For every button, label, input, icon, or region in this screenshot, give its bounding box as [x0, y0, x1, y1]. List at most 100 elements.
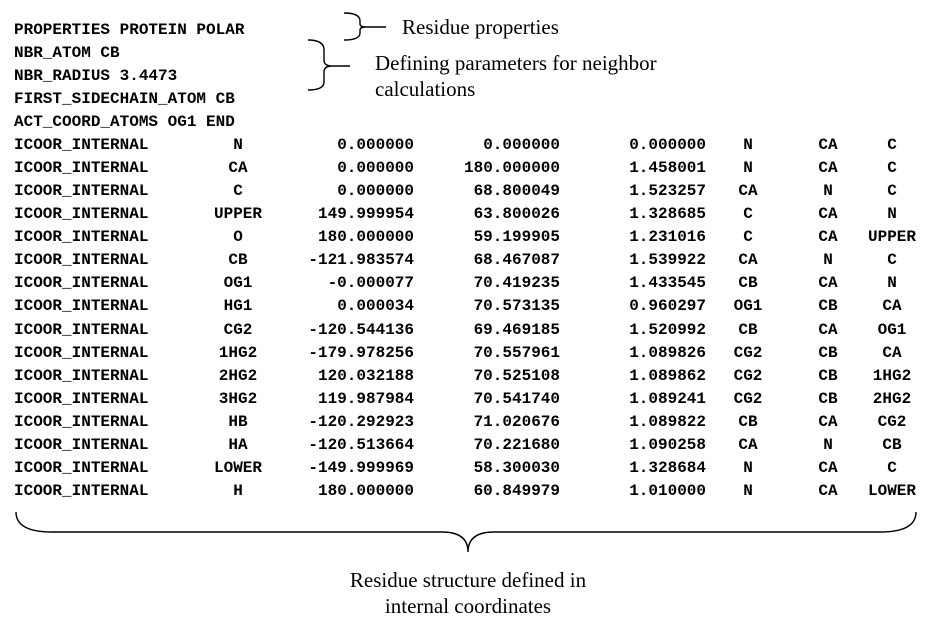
cell-stub1: CA	[738, 251, 758, 270]
cell-stub1: CB	[738, 274, 758, 293]
cell-distance: 1.458001	[629, 159, 706, 178]
cell-atom: OG1	[223, 274, 253, 293]
cell-atom: 3HG2	[218, 389, 258, 408]
cell-phi: 0.000034	[337, 297, 414, 316]
cell-atom: CG2	[223, 320, 253, 339]
cell-phi: 120.032188	[317, 366, 414, 385]
cell-stub2: CA	[818, 159, 838, 178]
cell-keyword: ICOOR_INTERNAL	[14, 205, 149, 224]
cell-stub2: CA	[818, 482, 838, 501]
cell-stub1: CG2	[733, 389, 763, 408]
cell-distance: 1.231016	[629, 228, 706, 247]
cell-stub2: CB	[818, 343, 838, 362]
cell-theta: 70.573135	[473, 297, 560, 316]
cell-stub3: CA	[882, 297, 902, 316]
cell-theta: 59.199905	[473, 228, 560, 247]
cell-keyword: ICOOR_INTERNAL	[14, 297, 149, 316]
cell-stub3: CG2	[877, 412, 907, 431]
cell-stub2: N	[823, 182, 833, 201]
cell-stub3: LOWER	[867, 482, 916, 501]
cell-keyword: ICOOR_INTERNAL	[14, 320, 149, 339]
label-neighbor-params-line1: Defining parameters for neighbor	[375, 51, 657, 75]
cell-keyword: ICOOR_INTERNAL	[14, 228, 149, 247]
cell-keyword: ICOOR_INTERNAL	[14, 182, 149, 201]
cell-stub2: N	[823, 435, 833, 454]
label-neighbor-params-line2: calculations	[375, 77, 476, 101]
cell-phi: 180.000000	[317, 482, 414, 501]
cell-distance: 1.089862	[629, 366, 706, 385]
cell-stub1: N	[743, 136, 753, 154]
cell-keyword: ICOOR_INTERNAL	[14, 136, 149, 154]
cell-theta: 69.469185	[473, 320, 560, 339]
cell-phi: -120.544136	[308, 320, 414, 339]
cell-distance: 1.328684	[629, 458, 706, 477]
cell-distance: 1.089241	[629, 389, 706, 408]
brace-residue-properties	[343, 12, 367, 41]
cell-theta: 63.800026	[473, 205, 560, 224]
cell-phi: -121.983574	[308, 251, 414, 270]
cell-phi: -149.999969	[308, 458, 414, 477]
cell-stub3: N	[887, 274, 897, 293]
cell-distance: 1.520992	[629, 320, 706, 339]
cell-stub1: OG1	[733, 297, 763, 316]
cell-stub3: C	[887, 458, 897, 477]
cell-keyword: ICOOR_INTERNAL	[14, 435, 149, 454]
cell-distance: 1.089826	[629, 343, 706, 362]
cell-theta: 70.541740	[473, 389, 560, 408]
cell-stub1: CB	[738, 320, 758, 339]
cell-distance: 0.960297	[629, 297, 706, 316]
cell-stub2: CB	[818, 297, 838, 316]
cell-atom: 2HG2	[218, 366, 258, 385]
cell-stub2: CB	[818, 366, 838, 385]
cell-stub3: C	[887, 136, 897, 154]
cell-atom: CB	[228, 251, 248, 270]
cell-theta: 0.000000	[483, 136, 560, 154]
header-line-act-coord: ACT_COORD_ATOMS OG1 END	[14, 113, 235, 131]
cell-atom: N	[233, 136, 243, 154]
cell-keyword: ICOOR_INTERNAL	[14, 159, 149, 178]
cell-distance: 0.000000	[629, 136, 706, 154]
cell-stub3: 1HG2	[872, 366, 912, 385]
cell-stub3: C	[887, 182, 897, 201]
cell-distance: 1.089822	[629, 412, 706, 431]
cell-stub3: CB	[882, 435, 902, 454]
cell-stub2: CA	[818, 205, 838, 224]
cell-stub1: N	[743, 458, 753, 477]
cell-keyword: ICOOR_INTERNAL	[14, 458, 149, 477]
cell-distance: 1.523257	[629, 182, 706, 201]
cell-phi: -120.292923	[308, 412, 414, 431]
cell-stub1: N	[743, 482, 753, 501]
cell-theta: 70.221680	[473, 435, 560, 454]
cell-atom: HG1	[223, 297, 253, 316]
cell-keyword: ICOOR_INTERNAL	[14, 251, 149, 270]
cell-stub1: N	[743, 159, 753, 178]
cell-stub1: CB	[738, 412, 758, 431]
cell-theta: 70.525108	[473, 366, 560, 385]
cell-phi: 119.987984	[317, 389, 414, 408]
cell-stub2: CA	[818, 136, 838, 154]
cell-distance: 1.328685	[629, 205, 706, 224]
cell-stub1: C	[743, 205, 753, 224]
cell-stub3: OG1	[877, 320, 907, 339]
cell-stub2: CA	[818, 412, 838, 431]
cell-stub3: C	[887, 251, 897, 270]
cell-atom: UPPER	[213, 205, 262, 224]
cell-theta: 68.467087	[473, 251, 560, 270]
cell-atom: O	[233, 228, 243, 247]
cell-theta: 68.800049	[473, 182, 560, 201]
cell-distance: 1.539922	[629, 251, 706, 270]
cell-stub3: N	[887, 205, 897, 224]
cell-atom: HA	[228, 435, 248, 454]
cell-stub3: C	[887, 159, 897, 178]
brace-neighbor-params	[307, 39, 333, 91]
cell-keyword: ICOOR_INTERNAL	[14, 412, 149, 431]
cell-theta: 70.557961	[473, 343, 560, 362]
cell-keyword: ICOOR_INTERNAL	[14, 389, 149, 408]
cell-keyword: ICOOR_INTERNAL	[14, 274, 149, 293]
cell-atom: HB	[228, 412, 248, 431]
label-internal-coords-line1: Residue structure defined in	[349, 568, 587, 592]
cell-keyword: ICOOR_INTERNAL	[14, 366, 149, 385]
cell-stub2: N	[823, 251, 833, 270]
cell-keyword: ICOOR_INTERNAL	[14, 482, 149, 501]
